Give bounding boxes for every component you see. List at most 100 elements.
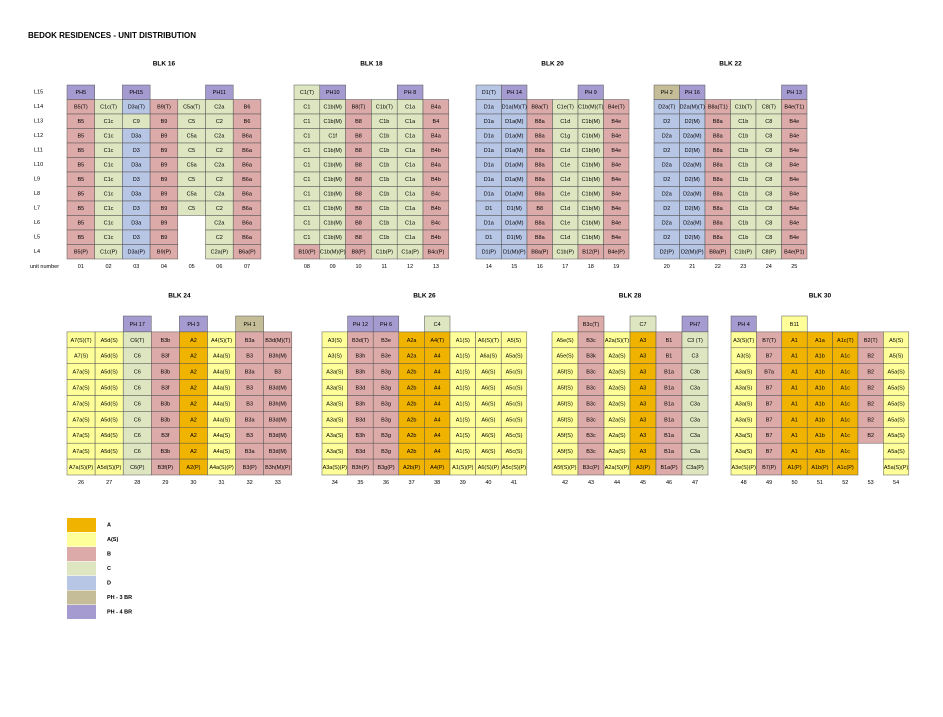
unit-label: D1a xyxy=(484,105,495,111)
unit-label: B1a xyxy=(664,417,675,423)
unit-label: B3c xyxy=(586,433,596,439)
legend-label: A xyxy=(107,522,111,528)
unit-label: C1 xyxy=(303,235,310,241)
unit-label: B5 xyxy=(77,221,84,227)
unit-label: B8 xyxy=(355,192,362,198)
unit-label: B8 xyxy=(355,177,362,183)
legend-swatch xyxy=(67,605,96,619)
unit-label: C3a xyxy=(690,449,701,455)
unit-label: A5a(S) xyxy=(888,370,905,376)
unit-label: C1a(P) xyxy=(401,250,419,256)
unit-number: 21 xyxy=(689,264,695,270)
unit-label: B8a xyxy=(535,119,546,125)
block-title: BLK 20 xyxy=(541,61,564,68)
unit-label: C5a xyxy=(187,192,198,198)
unit-label: C1f xyxy=(328,134,337,140)
legend-swatch xyxy=(67,518,96,532)
unit-label: B3d(M) xyxy=(269,433,287,439)
unit-label: B6a xyxy=(242,148,253,154)
unit-label: A3(S) xyxy=(737,354,751,360)
unit-label: A2a xyxy=(407,354,418,360)
unit-label: A1c(P) xyxy=(837,465,854,471)
unit-label: B3g xyxy=(381,417,391,423)
unit-number: 40 xyxy=(485,480,491,486)
unit-label: D1a xyxy=(484,134,495,140)
unit-label: B8 xyxy=(355,206,362,212)
unit-number: 42 xyxy=(562,480,568,486)
unit-label: A3 xyxy=(640,354,647,360)
unit-label: C8(P) xyxy=(762,250,777,256)
unit-label: B8 xyxy=(355,163,362,169)
unit-label: B8a xyxy=(713,163,724,169)
unit-label: A3 xyxy=(640,433,647,439)
unit-label: A1b(P) xyxy=(811,465,828,471)
unit-label: A1(S) xyxy=(456,449,470,455)
unit-label: B9 xyxy=(161,206,168,212)
unit-label: B9 xyxy=(161,163,168,169)
unit-label: C3 (T) xyxy=(687,338,703,344)
unit-label: A1a xyxy=(815,338,826,344)
unit-label: C1b xyxy=(379,134,389,140)
unit-label: C1b(P) xyxy=(376,250,394,256)
unit-label: A3(S)(T) xyxy=(733,338,754,344)
legend-swatch xyxy=(67,547,96,561)
unit-label: D1a(M) xyxy=(505,221,524,227)
unit-label: A7a(S)(P) xyxy=(69,465,94,471)
unit-label: B4b xyxy=(431,235,441,241)
unit-number: 41 xyxy=(511,480,517,486)
unit-label: A2 xyxy=(190,354,197,360)
unit-label: A6(S) xyxy=(481,417,495,423)
floor-label: L10 xyxy=(34,162,43,168)
unit-label: C5a xyxy=(187,134,198,140)
unit-label: A5a(S) xyxy=(888,401,905,407)
unit-label: B3g xyxy=(381,433,391,439)
unit-label: B3h xyxy=(356,354,366,360)
unit-label: A2 xyxy=(190,433,197,439)
unit-label: B3h xyxy=(356,401,366,407)
unit-label: A5d(S) xyxy=(101,338,118,344)
unit-label: B8a xyxy=(535,163,546,169)
unit-label: B3c xyxy=(586,417,596,423)
unit-cell xyxy=(681,458,709,476)
unit-label: D2 xyxy=(663,206,670,212)
block-title: BLK 28 xyxy=(619,293,642,300)
unit-label: D1a(M)(T) xyxy=(502,105,528,111)
unit-label: C1b(M) xyxy=(324,105,343,111)
unit-label: B4a xyxy=(431,163,442,169)
unit-label: B6 xyxy=(244,119,251,125)
unit-label: B1a xyxy=(664,401,675,407)
unit-number: 13 xyxy=(433,264,439,270)
unit-label: C1 xyxy=(303,163,310,169)
unit-label: A3 xyxy=(640,401,647,407)
page-title: BEDOK RESIDENCES - UNIT DISTRIBUTION xyxy=(28,31,196,40)
unit-label: D3 xyxy=(133,206,140,212)
unit-number: 12 xyxy=(407,264,413,270)
unit-label: A4 xyxy=(434,449,441,455)
unit-label: B8a xyxy=(713,235,724,241)
unit-label: B9 xyxy=(161,192,168,198)
unit-label: D2a xyxy=(662,134,673,140)
unit-label: C6 xyxy=(134,417,141,423)
unit-number: 28 xyxy=(134,480,140,486)
unit-label: D3 xyxy=(133,177,140,183)
unit-label: D3a xyxy=(131,192,142,198)
unit-label: B3d(M) xyxy=(269,417,287,423)
unit-label: D2a(M) xyxy=(683,192,702,198)
unit-label: B4e xyxy=(789,221,799,227)
unit-label: D1a xyxy=(484,148,495,154)
unit-label: A4a(S) xyxy=(213,386,230,392)
unit-label: B5 xyxy=(77,163,84,169)
unit-label: D1a xyxy=(484,177,495,183)
unit-label: C1a xyxy=(405,177,416,183)
unit-label: A4a(S) xyxy=(213,354,230,360)
unit-label: D2a(M) xyxy=(683,163,702,169)
unit-label: D2 xyxy=(663,235,670,241)
unit-label: A5f(S) xyxy=(557,386,573,392)
unit-label: A3a(S) xyxy=(735,386,752,392)
unit-label: A6(S)(P) xyxy=(478,465,500,471)
unit-label: B5 xyxy=(77,235,84,241)
unit-label: C1c xyxy=(104,235,114,241)
unit-label: D3 xyxy=(133,235,140,241)
unit-label: A5a(S) xyxy=(888,417,905,423)
